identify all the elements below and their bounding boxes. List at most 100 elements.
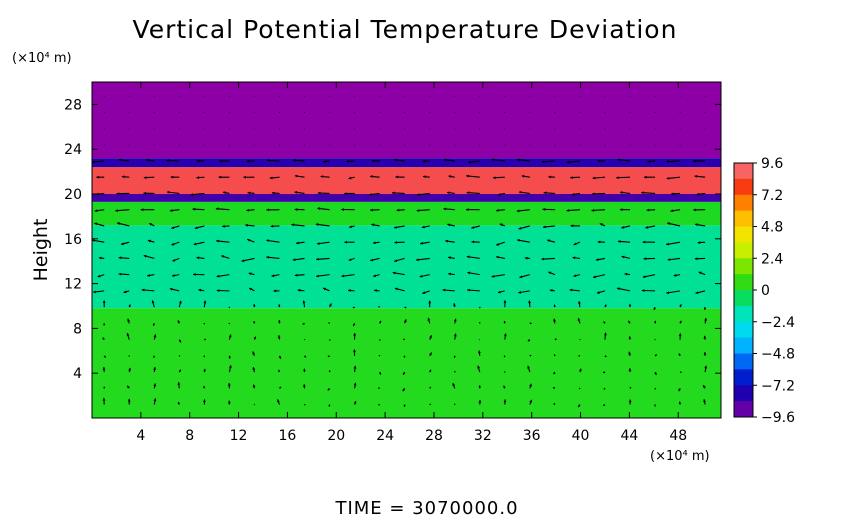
velocity-arrowhead-398 [579,112,581,114]
velocity-arrowhead-385 [577,318,581,322]
velocity-arrowhead-249 [394,259,398,263]
velocity-arrowhead-447 [641,289,645,293]
velocity-arrowhead-144 [277,335,281,339]
velocity-arrowhead-125 [253,321,256,324]
velocity-arrowhead-51 [149,223,153,226]
colorbar-segment-6 [734,258,753,275]
x-tick-label-8: 36 [523,428,541,444]
velocity-arrowhead-211 [349,225,352,229]
velocity-arrowhead-287 [442,288,446,292]
temperature-band-2 [92,201,721,226]
velocity-arrowhead-376 [554,144,556,146]
velocity-arrowhead-302 [477,365,481,369]
velocity-arrowhead-347 [518,290,522,294]
colorbar-tick-label-4: 0 [761,283,770,299]
velocity-arrowhead-445 [654,320,657,323]
velocity-arrowhead-178 [304,112,306,114]
velocity-arrowhead-358 [529,112,531,114]
velocity-arrowhead-316 [479,144,481,146]
velocity-arrowhead-494 [694,174,698,178]
velocity-arrowhead-26 [128,304,131,307]
velocity-arrowhead-73 [166,190,170,194]
velocity-arrowhead-166 [302,300,306,304]
velocity-arrowhead-439 [629,95,631,97]
velocity-arrowhead-484 [703,335,707,339]
velocity-arrowhead-479 [679,95,681,97]
velocity-arrowhead-16 [103,144,105,146]
velocity-arrowhead-145 [278,320,281,323]
velocity-arrowhead-290 [445,239,449,243]
velocity-arrowhead-119 [228,95,230,97]
velocity-arrowhead-317 [479,128,481,130]
velocity-arrowhead-182 [328,370,331,373]
velocity-arrowhead-369 [541,257,545,261]
velocity-arrowhead-362 [553,371,556,375]
velocity-arrowhead-66 [178,300,182,304]
velocity-arrowhead-372 [542,207,546,211]
velocity-arrowhead-47 [141,288,145,292]
velocity-arrowhead-283 [453,355,456,358]
velocity-arrowhead-338 [504,112,506,114]
velocity-arrowhead-328 [491,274,495,278]
velocity-arrowhead-499 [704,95,706,97]
velocity-arrowhead-421 [629,387,631,389]
colorbar-segment-11 [734,337,753,354]
velocity-arrowhead-36 [128,144,130,146]
colorbar-segment-14 [734,385,753,402]
velocity-arrowhead-3 [103,355,106,358]
velocity-arrowhead-60 [177,401,181,405]
velocity-arrowhead-2 [102,366,106,370]
colorbar-segment-5 [734,242,753,259]
velocity-arrowhead-176 [304,144,306,146]
velocity-arrowhead-109 [221,255,225,258]
velocity-arrowhead-190 [316,242,320,245]
velocity-arrowhead-215 [346,159,350,163]
velocity-arrowhead-230 [372,241,376,245]
velocity-arrowhead-315 [468,160,472,164]
temperature-band-1 [92,225,721,309]
velocity-arrowhead-427 [616,287,620,291]
velocity-arrowhead-196 [329,144,331,146]
velocity-arrowhead-486 [703,307,707,310]
velocity-arrowhead-240 [403,404,406,407]
velocity-arrowhead-165 [302,322,305,325]
velocity-arrowhead-91 [194,226,198,230]
velocity-arrowhead-69 [172,258,176,262]
velocity-arrowhead-44 [153,334,157,338]
velocity-arrowhead-136 [253,144,255,146]
velocity-arrowhead-322 [504,371,506,373]
plot-frame [91,81,722,419]
velocity-arrowhead-299 [454,95,456,97]
velocity-arrowhead-365 [553,318,556,322]
velocity-arrowhead-139 [253,95,255,97]
velocity-arrowhead-133 [247,191,251,195]
velocity-arrowhead-465 [679,320,682,324]
velocity-arrowhead-200 [353,400,357,404]
velocity-arrowhead-224 [378,339,381,341]
velocity-arrowhead-150 [266,239,270,243]
velocity-arrowhead-464 [678,333,682,337]
velocity-arrowhead-274 [422,175,426,179]
velocity-arrowhead-324 [503,333,507,337]
velocity-arrowhead-45 [153,323,156,326]
velocity-arrowhead-167 [297,288,301,292]
velocity-arrowhead-413 [592,192,595,196]
velocity-arrowhead-114 [218,175,222,179]
velocity-arrowhead-159 [278,95,280,97]
velocity-arrowhead-396 [579,144,581,146]
velocity-arrowhead-228 [373,274,377,278]
y-tick-label-4: 20 [64,187,82,203]
velocity-arrowhead-189 [316,257,319,261]
velocity-arrowhead-374 [548,175,552,179]
velocity-arrowhead-27 [123,290,127,294]
velocity-arrowhead-428 [624,272,628,276]
velocity-arrowhead-303 [477,350,481,354]
velocity-arrowhead-35 [118,158,122,162]
velocity-arrowhead-195 [322,160,326,163]
y-tick-label-3: 16 [64,232,82,248]
velocity-arrowhead-272 [416,209,420,212]
velocity-arrowhead-307 [467,288,470,292]
velocity-arrowhead-339 [504,95,506,97]
velocity-arrowhead-462 [679,371,682,373]
velocity-arrowhead-411 [599,223,603,226]
